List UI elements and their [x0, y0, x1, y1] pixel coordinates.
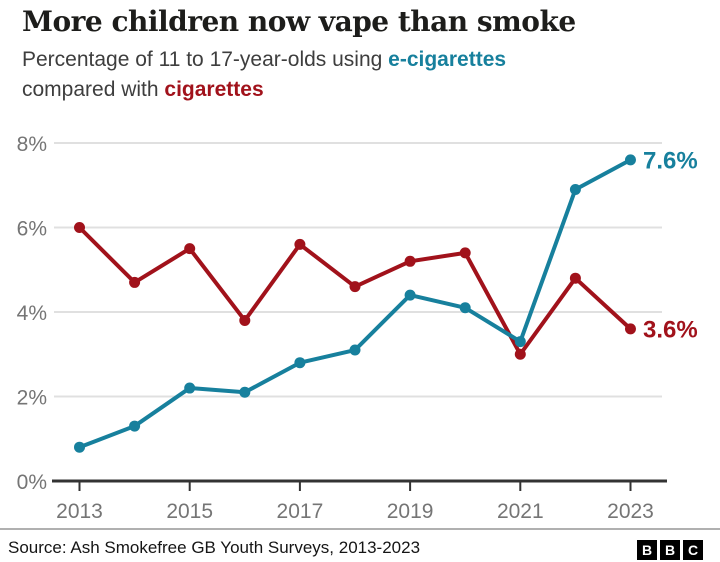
data-point-e-cigarettes-2015 [184, 382, 196, 394]
data-point-cigarettes-2019 [404, 255, 416, 267]
chart-subtitle: Percentage of 11 to 17-year-olds using e… [22, 45, 682, 105]
y-axis-label-4: 4% [17, 302, 47, 325]
data-point-cigarettes-2015 [184, 243, 196, 255]
footer-divider [0, 528, 720, 530]
y-axis-label-2: 2% [17, 387, 47, 410]
subtitle-text-1: Percentage of 11 to 17-year-olds using [22, 48, 389, 71]
legend-ecigarettes-label: e-cigarettes [388, 48, 507, 71]
data-point-e-cigarettes-2017 [294, 357, 306, 369]
data-point-cigarettes-2023 [625, 323, 636, 335]
data-point-cigarettes-2021 [514, 348, 526, 360]
data-point-cigarettes-2014 [129, 276, 141, 288]
data-point-e-cigarettes-2020 [459, 302, 471, 314]
data-point-cigarettes-2013 [74, 222, 85, 233]
subtitle-text-2: compared with [22, 78, 165, 101]
chart-title: More children now vape than smoke [22, 5, 576, 38]
x-axis-label-2023: 2023 [607, 500, 654, 523]
data-point-e-cigarettes-2016 [239, 386, 251, 398]
data-point-cigarettes-2016 [239, 314, 251, 326]
bbc-logo: B B C [637, 540, 703, 560]
y-axis-label-6: 6% [17, 218, 47, 241]
bbc-logo-block-b1: B [637, 540, 657, 560]
data-point-e-cigarettes-2018 [349, 344, 361, 356]
bbc-logo-block-c: C [683, 540, 703, 560]
data-point-cigarettes-2018 [349, 281, 361, 293]
data-point-e-cigarettes-2019 [404, 289, 416, 301]
data-point-e-cigarettes-2023 [625, 154, 636, 166]
data-point-e-cigarettes-2014 [129, 420, 141, 432]
x-axis-label-2019: 2019 [387, 500, 434, 523]
line-chart: 0% 2% 4% 6% 8% 2013 2015 2017 2019 2021 2023 3.6% 7.… [17, 133, 698, 523]
series-line-e-cigarettes [77, 157, 633, 450]
y-axis-label-8: 8% [17, 133, 47, 156]
bbc-logo-block-b2: B [660, 540, 680, 560]
data-point-cigarettes-2017 [294, 238, 306, 250]
data-point-cigarettes-2022 [569, 272, 581, 284]
legend-cigarettes-label: cigarettes [164, 78, 264, 101]
source-text: Source: Ash Smokefree GB Youth Surveys, … [8, 538, 421, 557]
x-axis-label-2013: 2013 [56, 500, 103, 523]
x-axis-label-2021: 2021 [497, 500, 544, 523]
data-point-e-cigarettes-2022 [569, 183, 581, 195]
data-point-e-cigarettes-2021 [514, 336, 526, 348]
x-axis-label-2015: 2015 [166, 500, 213, 523]
data-point-cigarettes-2020 [459, 247, 471, 259]
data-point-e-cigarettes-2013 [74, 441, 85, 453]
series-end-label-cigarettes: 3.6% [643, 316, 698, 343]
x-axis-label-2017: 2017 [277, 500, 324, 523]
y-axis-label-0: 0% [17, 471, 47, 494]
series-end-label-e-cigarettes: 7.6% [643, 147, 698, 174]
